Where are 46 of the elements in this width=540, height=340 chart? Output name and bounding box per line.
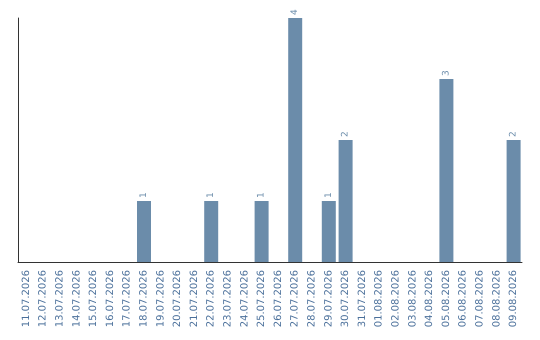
data-label: 3 [441,70,452,76]
x-tick-label: 29.07.2026 [323,270,334,328]
x-tick-label: 19.07.2026 [155,270,166,328]
bar [439,79,454,262]
x-tick-label: 05.08.2026 [440,270,452,328]
bar [288,18,302,262]
x-tick-label: 11.07.2026 [20,270,32,328]
bar [338,140,353,262]
x-tick-label: 01.08.2026 [374,270,385,328]
x-tick-label: 06.08.2026 [458,270,469,328]
x-tick-label: 12.07.2026 [38,270,49,328]
bar [506,140,521,262]
data-label: 1 [256,192,267,198]
x-tick-label: 16.07.2026 [104,270,116,328]
x-tick-label: 26.07.2026 [272,270,284,328]
x-tick-label: 24.07.2026 [239,270,250,328]
x-tick-label: 17.07.2026 [122,270,133,328]
bar [254,201,269,262]
x-tick-label: 31.07.2026 [356,270,368,328]
data-label: 1 [139,192,149,198]
x-tick-label: 23.07.2026 [222,270,234,328]
x-tick-label: 07.08.2026 [474,270,486,328]
x-tick-label: 03.08.2026 [407,270,418,328]
x-tick-label: 20.07.2026 [172,270,184,328]
x-tick-label: 30.07.2026 [340,270,352,328]
x-tick-label: 08.08.2026 [491,270,502,328]
x-tick-label: 27.07.2026 [290,270,301,328]
data-label: 2 [340,131,351,137]
x-tick-label: 25.07.2026 [256,270,268,328]
x-tick-label: 09.08.2026 [508,270,520,328]
data-label: 2 [508,131,519,137]
bar [137,201,151,262]
data-label: 1 [324,192,334,198]
x-tick-label: 28.07.2026 [306,270,318,328]
bar [204,201,218,262]
x-tick-label: 04.08.2026 [424,270,436,328]
x-tick-label: 15.07.2026 [88,270,100,328]
x-tick-label: 22.07.2026 [206,270,217,328]
x-tick-label: 21.07.2026 [188,270,200,328]
x-tick-label: 02.08.2026 [390,270,402,328]
data-label: 4 [290,9,300,15]
x-tick-label: 13.07.2026 [54,270,66,328]
x-tick-label: 18.07.2026 [138,270,150,328]
x-tick-label: 14.07.2026 [71,270,82,328]
data-label: 1 [206,192,216,198]
bar [322,201,336,262]
